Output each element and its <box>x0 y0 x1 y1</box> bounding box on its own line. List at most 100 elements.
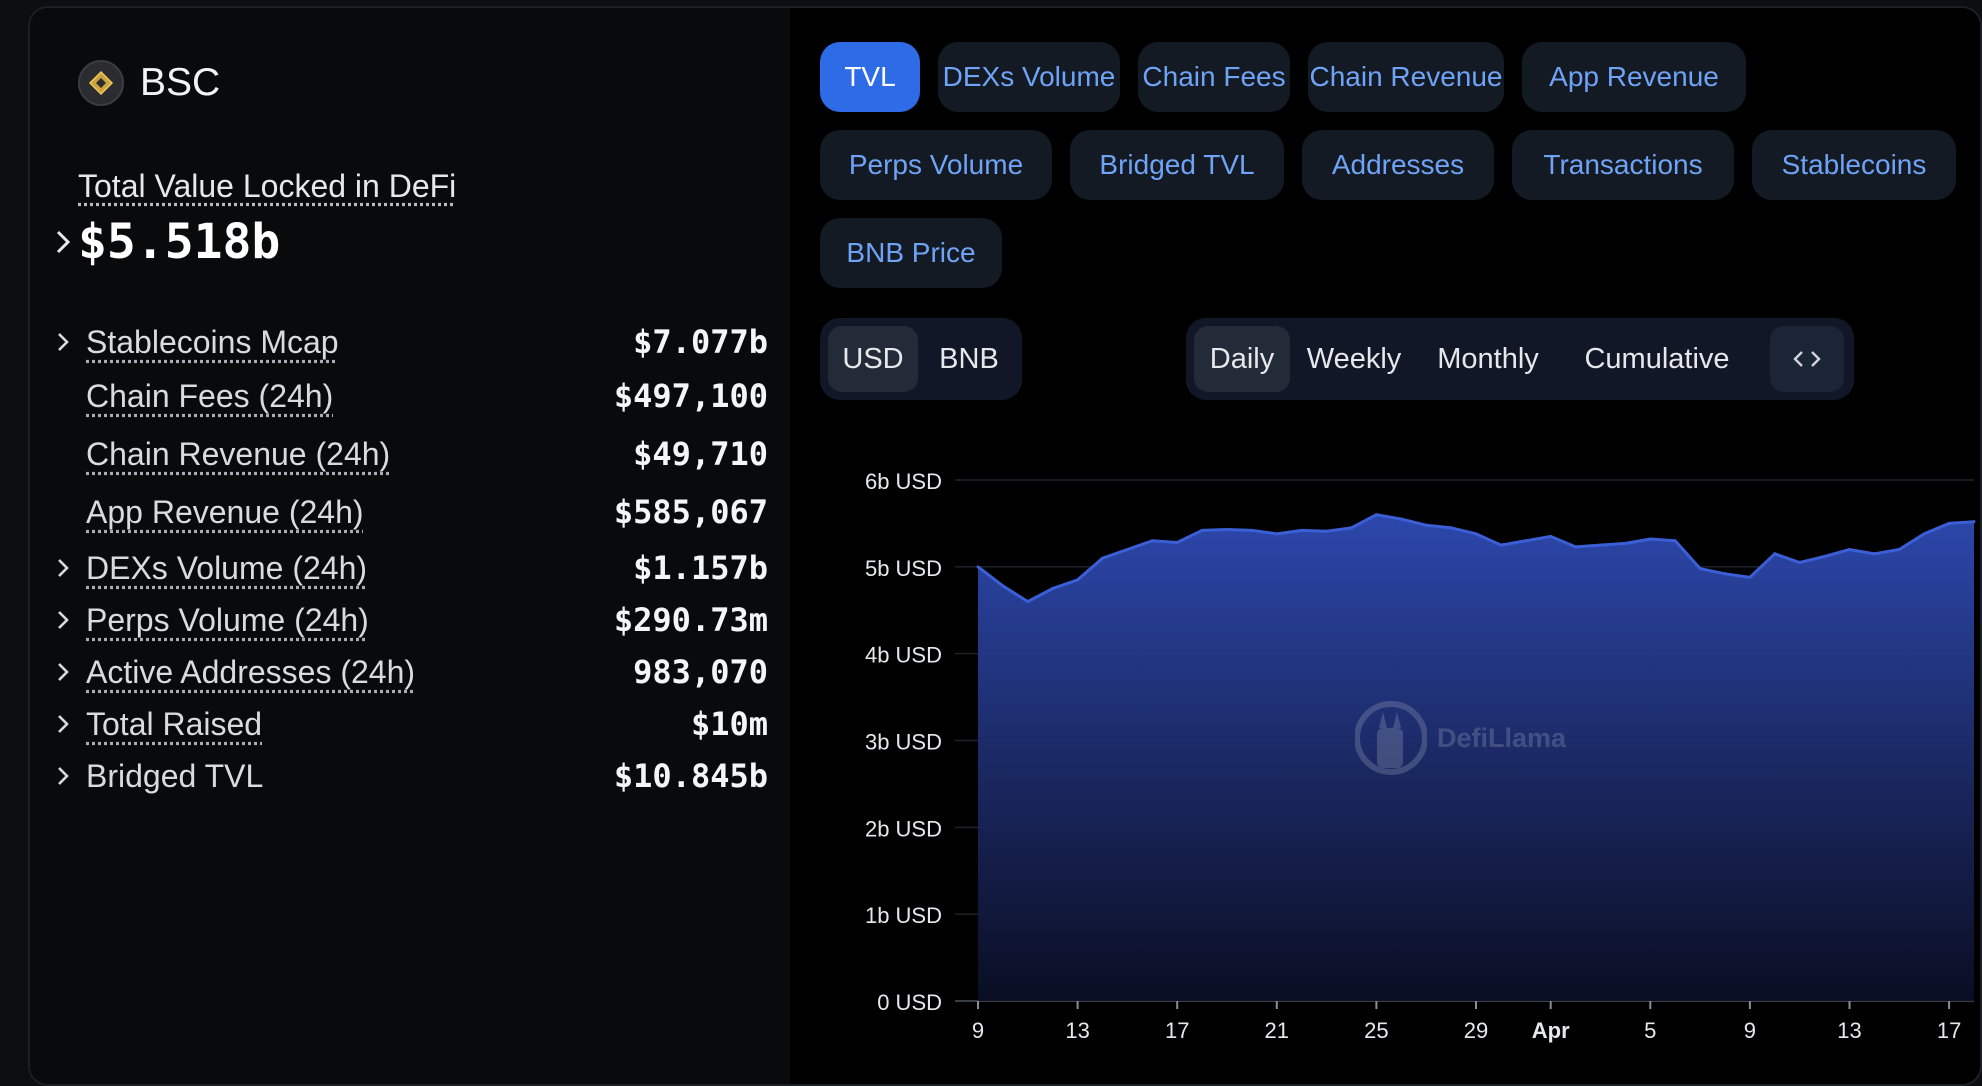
period-weekly-button[interactable]: Weekly <box>1306 342 1402 375</box>
metric-value: $10.845b <box>613 757 768 795</box>
period-cumulative-button[interactable]: Cumulative <box>1584 342 1730 375</box>
chart-panel: TVL DEXs Volume Chain Fees Chain Revenue App… <box>790 8 1980 1084</box>
tvl-point <box>1823 554 1827 558</box>
metric-row: Chain Revenue (24h) $49,710 <box>48 430 768 478</box>
metric-label[interactable]: Chain Revenue (24h) <box>86 435 391 472</box>
tab-addresses[interactable]: Addresses <box>1302 130 1494 200</box>
metric-label[interactable]: DEXs Volume (24h) <box>86 549 368 586</box>
tvl-point <box>976 565 980 569</box>
metric-label[interactable]: Total Raised <box>86 705 263 742</box>
tvl-point <box>1076 578 1080 582</box>
period-monthly-button[interactable]: Monthly <box>1437 342 1539 375</box>
chevron-right-icon[interactable] <box>48 661 78 683</box>
tvl-point <box>1150 539 1154 543</box>
tvl-point <box>1101 556 1104 560</box>
tab-chain-fees[interactable]: Chain Fees <box>1138 42 1290 112</box>
x-tick-label: 13 <box>1065 1018 1089 1043</box>
period-toggle: Daily Weekly Monthly Cumulative <box>1186 318 1854 400</box>
metric-label[interactable]: Active Addresses (24h) <box>86 653 416 690</box>
y-tick-label: 6b USD <box>865 469 942 494</box>
y-tick-label: 2b USD <box>865 816 942 841</box>
x-tick-label: 9 <box>972 1018 984 1043</box>
metric-value: $497,100 <box>613 377 768 415</box>
tab-tvl[interactable]: TVL <box>820 42 920 112</box>
tvl-chart: 0 USD 1b USD 2b USD 3b USD 4b USD 5b USD 6b US… <box>865 469 1976 1043</box>
chevron-right-icon[interactable] <box>48 229 78 255</box>
chevron-right-icon[interactable] <box>48 331 78 353</box>
x-tick-label: 21 <box>1265 1018 1289 1043</box>
tvl-point <box>1773 552 1777 556</box>
tvl-point <box>1723 572 1727 576</box>
metric-row[interactable]: Bridged TVL $10.845b <box>48 752 768 800</box>
y-tick-label: 1b USD <box>865 903 942 928</box>
metric-label[interactable]: Perps Volume (24h) <box>86 601 369 638</box>
tab-dexs-volume[interactable]: DEXs Volume <box>938 42 1120 112</box>
tvl-row[interactable]: $5.518b <box>48 214 280 270</box>
currency-usd-button[interactable]: USD <box>828 326 918 392</box>
tvl-label[interactable]: Total Value Locked in DeFi <box>78 168 457 204</box>
metric-value: $585,067 <box>613 493 768 531</box>
metric-label[interactable]: App Revenue (24h) <box>86 493 364 530</box>
y-tick-label: 5b USD <box>865 556 942 581</box>
tvl-point <box>1350 526 1353 530</box>
metric-row[interactable]: Total Raised $10m <box>48 700 768 748</box>
tvl-point <box>1225 527 1229 531</box>
metric-value: $49,710 <box>633 435 768 473</box>
tvl-point <box>1250 528 1254 532</box>
tab-bnb-price[interactable]: BNB Price <box>820 218 1002 288</box>
metric-label[interactable]: Bridged TVL <box>86 757 264 794</box>
tvl-point <box>1947 521 1951 525</box>
tvl-point <box>1574 545 1578 549</box>
metric-value: $290.73m <box>613 601 768 639</box>
metric-value: $7.077b <box>633 323 768 361</box>
tvl-point <box>1897 547 1901 551</box>
tvl-point <box>1325 529 1329 533</box>
metric-value: $10m <box>690 705 768 743</box>
tvl-point <box>1175 541 1179 545</box>
tvl-point <box>1051 587 1055 591</box>
tvl-point <box>1524 539 1528 543</box>
chevron-right-icon[interactable] <box>48 609 78 631</box>
x-tick-label: 17 <box>1937 1018 1961 1043</box>
tab-transactions[interactable]: Transactions <box>1512 130 1734 200</box>
x-tick-label: 5 <box>1644 1018 1656 1043</box>
metric-row[interactable]: Stablecoins Mcap $7.077b <box>48 318 768 366</box>
tvl-point <box>1848 547 1851 551</box>
watermark-text: DefiLlama <box>1437 722 1567 753</box>
metric-row: App Revenue (24h) $585,067 <box>48 488 768 536</box>
tab-bridged-tvl[interactable]: Bridged TVL <box>1070 130 1284 200</box>
tab-chain-revenue[interactable]: Chain Revenue <box>1308 42 1504 112</box>
metric-value: 983,070 <box>633 653 768 691</box>
tvl-point <box>1648 537 1652 541</box>
app-frame: BSC Total Value Locked in DeFi $5.518b S… <box>28 6 1982 1086</box>
tab-perps-volume[interactable]: Perps Volume <box>820 130 1052 200</box>
metric-row[interactable]: Active Addresses (24h) 983,070 <box>48 648 768 696</box>
chevron-right-icon[interactable] <box>48 765 78 787</box>
metric-label[interactable]: Stablecoins Mcap <box>86 323 339 360</box>
tvl-point <box>1698 567 1702 571</box>
tvl-point <box>1872 552 1876 556</box>
currency-bnb-button[interactable]: BNB <box>939 342 999 375</box>
tvl-point <box>1300 528 1304 532</box>
tab-stablecoins[interactable]: Stablecoins <box>1752 130 1956 200</box>
code-embed-icon[interactable] <box>1770 326 1844 392</box>
chevron-right-icon[interactable] <box>48 557 78 579</box>
tvl-point <box>1399 517 1403 521</box>
tvl-point <box>1026 600 1030 604</box>
tvl-point <box>1275 532 1279 536</box>
tvl-point <box>1673 539 1677 543</box>
metric-row[interactable]: Perps Volume (24h) $290.73m <box>48 596 768 644</box>
metric-label[interactable]: Chain Fees (24h) <box>86 377 334 414</box>
tvl-point <box>1972 520 1976 524</box>
period-daily-button[interactable]: Daily <box>1194 326 1290 392</box>
tvl-point <box>1623 541 1627 545</box>
tvl-point <box>1922 532 1926 536</box>
chain-overview-panel: BSC Total Value Locked in DeFi $5.518b S… <box>30 8 790 1084</box>
tab-app-revenue[interactable]: App Revenue <box>1522 42 1746 112</box>
tvl-point <box>1125 547 1129 551</box>
chain-name: BSC <box>140 61 221 104</box>
metric-row[interactable]: DEXs Volume (24h) $1.157b <box>48 544 768 592</box>
chevron-right-icon[interactable] <box>48 713 78 735</box>
chain-header: BSC <box>78 60 220 106</box>
tvl-value: $5.518b <box>78 214 281 270</box>
